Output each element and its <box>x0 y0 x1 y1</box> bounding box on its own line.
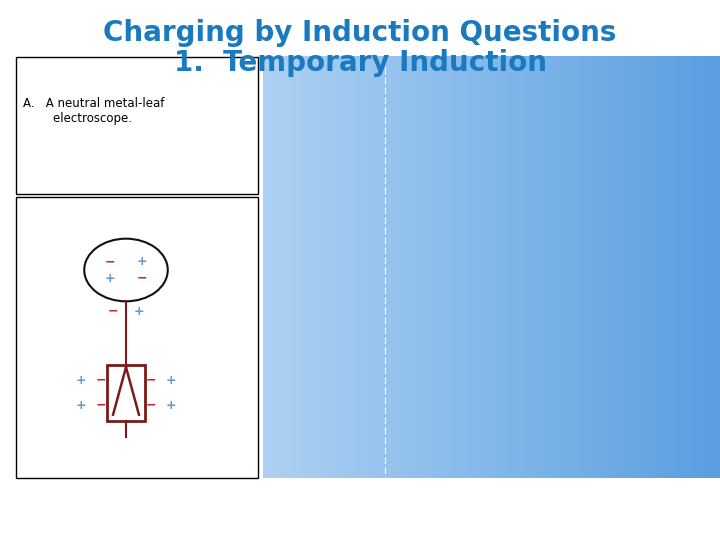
Text: −: − <box>146 374 156 387</box>
Text: A.   A neutral metal-leaf
        electroscope.: A. A neutral metal-leaf electroscope. <box>23 97 164 125</box>
Text: Charging by Induction Questions: Charging by Induction Questions <box>103 19 617 47</box>
Circle shape <box>84 239 168 301</box>
Text: 1.  Temporary Induction: 1. Temporary Induction <box>174 49 546 77</box>
Text: −: − <box>105 255 115 268</box>
Text: −: − <box>137 272 147 285</box>
Text: +: + <box>166 399 176 412</box>
Bar <box>107 364 145 421</box>
Bar <box>16 197 258 478</box>
Text: +: + <box>137 255 147 268</box>
Text: +: + <box>134 305 144 318</box>
Bar <box>16 57 258 194</box>
Text: −: − <box>96 374 106 387</box>
Text: −: − <box>108 305 118 318</box>
Text: −: − <box>146 399 156 412</box>
Text: +: + <box>76 399 86 412</box>
Text: +: + <box>105 272 115 285</box>
Text: −: − <box>96 399 106 412</box>
Text: +: + <box>166 374 176 387</box>
Text: +: + <box>76 374 86 387</box>
